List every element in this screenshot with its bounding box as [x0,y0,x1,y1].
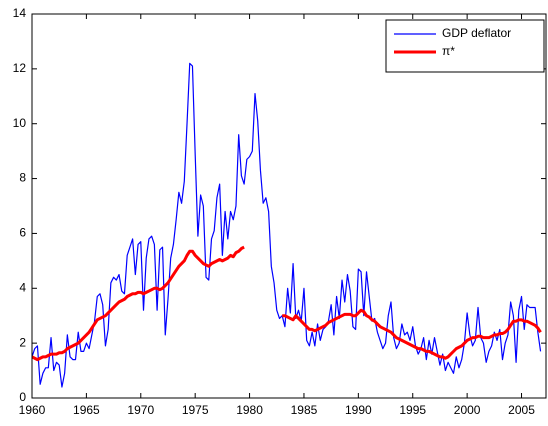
x-tick-label: 1970 [127,403,154,417]
legend-label: GDP deflator [442,26,511,40]
x-tick-label: 1995 [399,403,426,417]
x-tick-label: 1975 [182,403,209,417]
y-tick-label: 2 [19,335,26,349]
legend-label: π* [442,44,455,58]
x-tick-label: 2000 [454,403,481,417]
series-line [32,62,542,388]
x-tick-label: 1985 [291,403,318,417]
y-tick-label: 0 [19,390,26,404]
x-tick-label: 2005 [508,403,535,417]
y-tick-label: 4 [19,280,26,294]
x-tick-label: 1965 [73,403,100,417]
y-tick-label: 8 [19,171,26,185]
y-tick-label: 14 [13,6,27,20]
plot-area [32,14,546,398]
series-line [32,245,542,362]
x-tick-label: 1980 [236,403,263,417]
x-tick-label: 1960 [19,403,46,417]
axes-box [31,13,547,399]
y-tick-label: 10 [13,116,27,130]
legend: GDP deflator π* [385,19,545,73]
y-tick-label: 6 [19,226,26,240]
x-tick-label: 1990 [345,403,372,417]
legend-box [385,19,545,73]
y-tick-label: 12 [13,61,27,75]
